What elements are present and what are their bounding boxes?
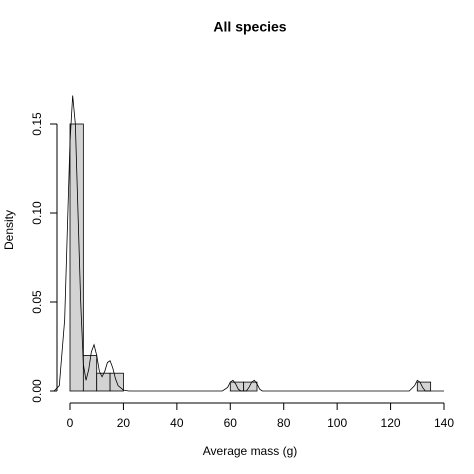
x-axis-label: Average mass (g) <box>203 444 297 458</box>
bar <box>69 123 84 392</box>
x-tick-label: 40 <box>170 416 184 430</box>
y-tick-label: 0.00 <box>30 379 44 403</box>
x-tick-label: 120 <box>381 416 401 430</box>
chart-title: All species <box>213 19 286 35</box>
bar <box>416 381 432 392</box>
x-tick-label: 20 <box>117 416 131 430</box>
y-tick-label: 0.10 <box>30 201 44 225</box>
bar <box>96 372 111 392</box>
x-tick-label: 60 <box>224 416 238 430</box>
y-tick-label: 0.15 <box>30 112 44 136</box>
y-axis-label: Density <box>2 210 16 250</box>
x-tick-label: 80 <box>277 416 291 430</box>
y-tick-label: 0.05 <box>30 290 44 314</box>
density-line <box>53 95 444 392</box>
x-tick-label: 0 <box>67 416 74 430</box>
x-tick-label: 140 <box>434 416 454 430</box>
bar <box>243 381 258 392</box>
x-tick-label: 100 <box>327 416 347 430</box>
